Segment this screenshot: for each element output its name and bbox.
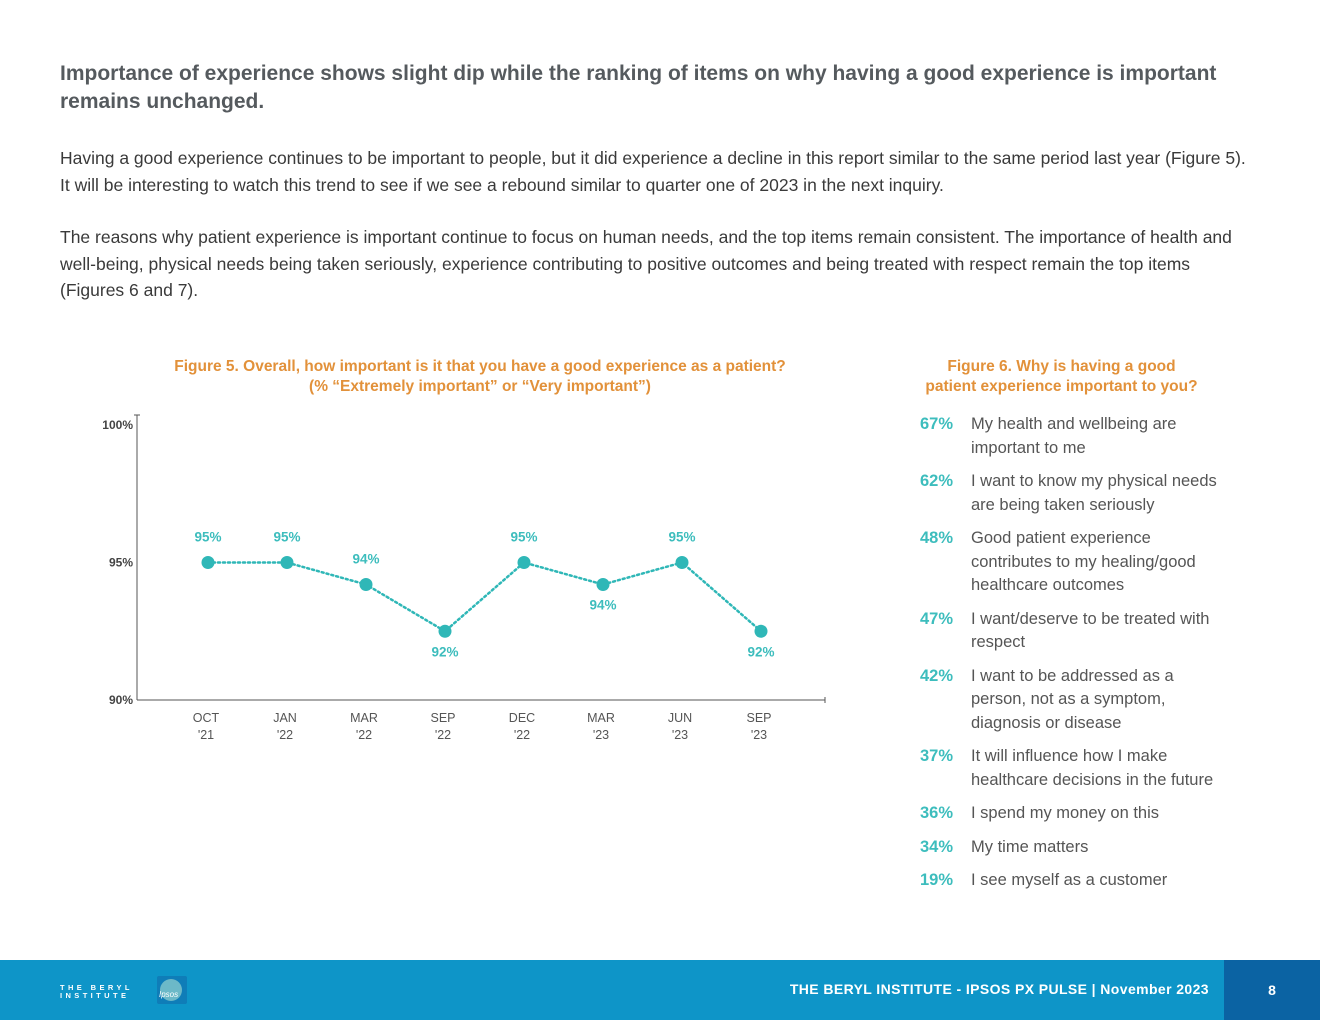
reason-text: I want to be addressed as a person, not … xyxy=(971,666,1174,732)
x-tick-label-year: '23 xyxy=(593,728,609,742)
data-label: 94% xyxy=(352,552,379,567)
data-point xyxy=(280,556,294,569)
x-tick-label: DEC xyxy=(509,711,535,725)
beryl-logo-line2: INSTITUTE xyxy=(60,991,130,1000)
data-point xyxy=(517,556,531,569)
y-tick-label: 90% xyxy=(109,693,133,707)
data-point xyxy=(675,556,689,569)
y-tick-label: 100% xyxy=(102,418,133,432)
reason-percent: 19% xyxy=(920,871,954,889)
intro-paragraph: Having a good experience continues to be… xyxy=(60,148,1246,195)
figure6-title-line1: Figure 6. Why is having a good xyxy=(947,358,1176,375)
reason-percent: 37% xyxy=(920,747,954,765)
x-tick-label: JAN xyxy=(273,711,297,725)
figure5-title-line2: (% “Extremely important” or “Very import… xyxy=(309,378,651,395)
ipsos-logo-ring xyxy=(160,979,182,1001)
reason-text: Good patient experience contributes to m… xyxy=(971,529,1196,594)
x-tick-label: SEP xyxy=(430,711,455,725)
data-point xyxy=(596,578,610,591)
figure6-title-line2: patient experience important to you? xyxy=(925,378,1198,395)
x-tick-label: MAR xyxy=(350,711,378,725)
data-label: 92% xyxy=(747,644,774,659)
x-tick-label-year: '22 xyxy=(435,728,451,742)
data-label: 95% xyxy=(273,530,300,545)
reason-percent: 47% xyxy=(920,609,954,628)
data-label: 95% xyxy=(668,530,695,545)
reason-percent: 48% xyxy=(920,529,954,547)
data-label: 94% xyxy=(589,598,616,613)
data-label: 92% xyxy=(431,644,458,659)
ipsos-logo-text: Ipsos xyxy=(159,990,179,999)
reason-percent: 42% xyxy=(920,666,954,685)
x-tick-label-year: '22 xyxy=(277,728,293,742)
reason-percent: 36% xyxy=(920,804,954,822)
data-label: 95% xyxy=(194,530,221,545)
reason-text: My health and wellbeing are important to… xyxy=(971,415,1177,457)
list-item: 36% I spend my money on this xyxy=(920,802,1240,826)
reason-percent: 62% xyxy=(920,472,954,490)
reason-text: I want to know my physical needs are bei… xyxy=(971,472,1217,514)
figure6-reasons-list: 67% My health and wellbeing are important… xyxy=(920,413,1240,903)
data-point xyxy=(438,624,452,638)
x-tick-label-year: '22 xyxy=(356,728,372,742)
page-number: 8 xyxy=(1224,960,1320,1020)
reason-percent: 34% xyxy=(920,837,954,856)
reason-text: It will influence how I make healthcare … xyxy=(971,747,1214,789)
x-tick-label-year: '23 xyxy=(751,728,767,742)
list-item: 67% My health and wellbeing are important… xyxy=(920,413,1240,460)
beryl-logo-line1: THE BERYL xyxy=(60,983,133,992)
list-item: 34% My time matters xyxy=(920,836,1240,860)
reason-text: I see myself as a customer xyxy=(971,871,1168,889)
x-tick-label: JUN xyxy=(668,711,692,725)
figure5-title-line1: Figure 5. Overall, how important is it t… xyxy=(174,358,786,375)
data-point xyxy=(201,556,215,569)
reason-text: I spend my money on this xyxy=(971,804,1160,822)
reason-percent: 67% xyxy=(920,415,954,433)
list-item: 37% It will influence how I make healthca… xyxy=(920,745,1240,792)
x-tick-label-year: '23 xyxy=(672,728,688,742)
x-tick-label-year: '22 xyxy=(514,728,530,742)
list-item: 62% I want to know my physical needs are … xyxy=(920,470,1240,517)
page-heading: Importance of experience shows slight di… xyxy=(60,62,1217,113)
y-tick-label: 95% xyxy=(109,556,133,570)
x-tick-label: SEP xyxy=(746,711,771,725)
list-item: 47% I want/deserve to be treated with res… xyxy=(920,608,1240,655)
reason-text: I want/deserve to be treated with respec… xyxy=(971,609,1210,652)
reason-text: My time matters xyxy=(971,837,1089,856)
reasons-paragraph: The reasons why patient experience is im… xyxy=(60,227,1232,300)
figure6-title: Figure 6. Why is having a good patient e… xyxy=(900,357,1223,397)
beryl-institute-logo: THE BERYL INSTITUTE xyxy=(60,984,133,1000)
ipsos-logo: Ipsos xyxy=(157,976,187,1004)
list-item: 48% Good patient experience contributes t… xyxy=(920,527,1240,598)
footer-bar: THE BERYL INSTITUTE - IPSOS PX PULSE | N… xyxy=(0,960,1320,1020)
x-tick-label: OCT xyxy=(193,711,220,725)
x-tick-label-year: '21 xyxy=(198,728,214,742)
series-line xyxy=(206,561,763,633)
x-tick-label: MAR xyxy=(587,711,615,725)
footer-text: THE BERYL INSTITUTE - IPSOS PX PULSE | N… xyxy=(789,981,1209,997)
data-point xyxy=(754,624,768,638)
figure5-title: Figure 5. Overall, how important is it t… xyxy=(100,357,860,397)
list-item: 42% I want to be addressed as a person, n… xyxy=(920,665,1240,736)
data-label: 95% xyxy=(510,530,537,545)
list-item: 19% I see myself as a customer xyxy=(920,869,1240,893)
data-point xyxy=(359,578,373,591)
